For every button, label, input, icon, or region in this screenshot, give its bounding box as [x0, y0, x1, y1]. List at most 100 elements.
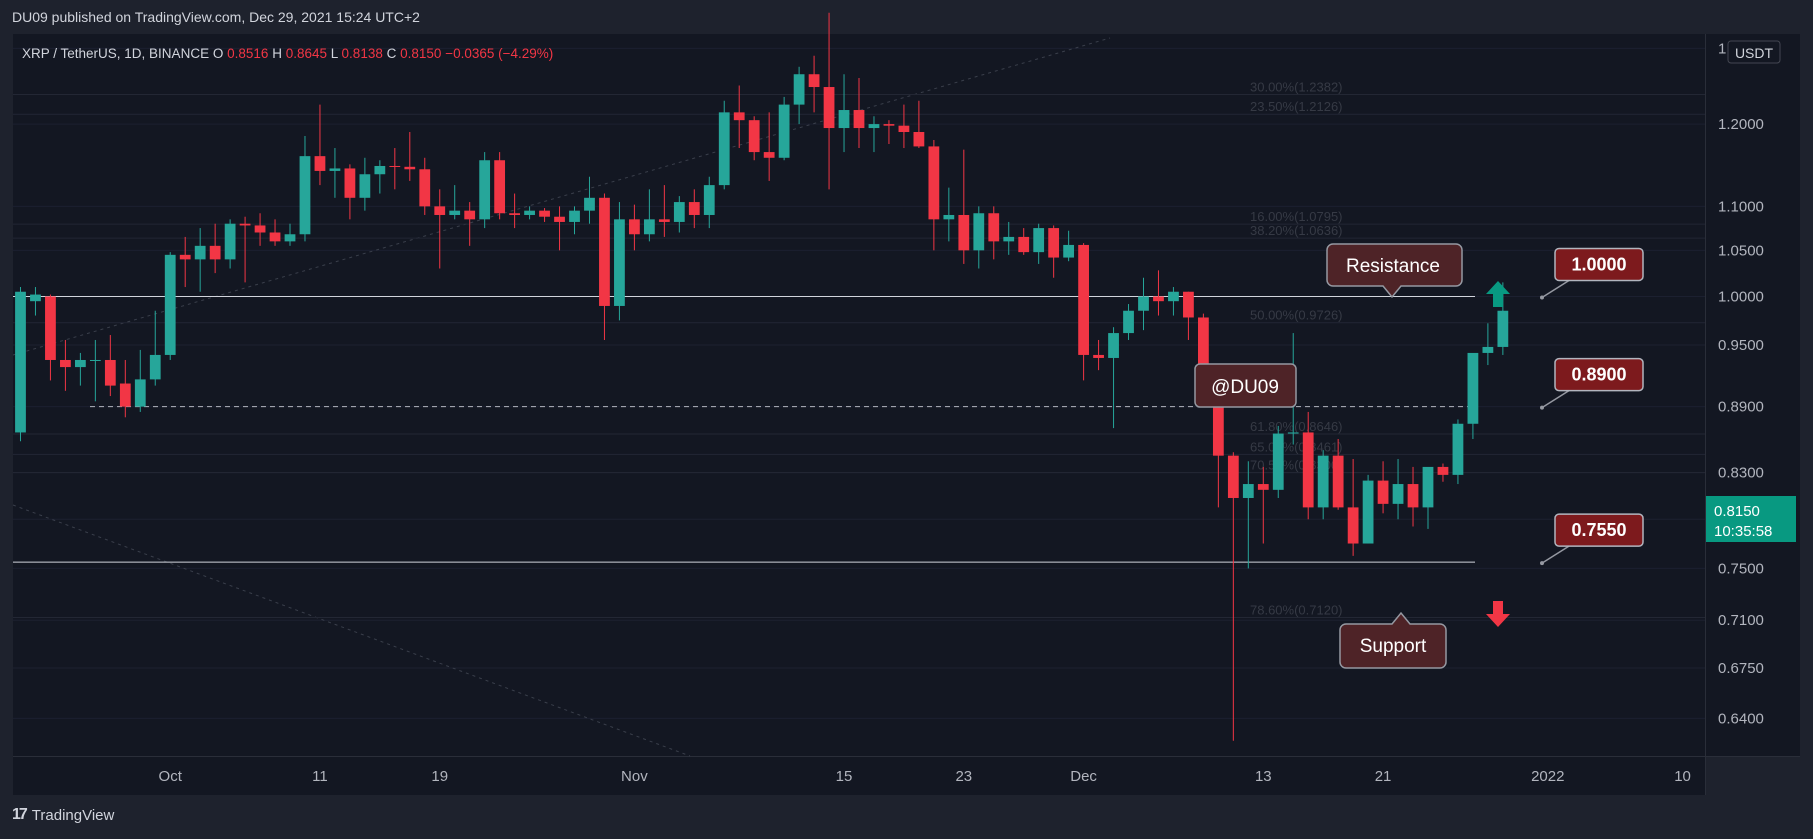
candle — [1452, 419, 1464, 485]
candle — [584, 176, 595, 224]
fib-level-label: 78.60%(0.7120) — [1250, 603, 1343, 618]
candle-body — [389, 165, 401, 167]
candle — [374, 160, 386, 194]
candle-body — [45, 296, 56, 360]
candle — [1332, 439, 1344, 510]
candle-body — [868, 124, 880, 129]
candle-body — [838, 110, 850, 129]
candle — [344, 164, 356, 220]
candle-body — [629, 219, 640, 235]
watermark-text: @DU09 — [1211, 377, 1279, 398]
candle — [1033, 223, 1045, 264]
watermark-box — [1194, 363, 1297, 408]
candle — [524, 206, 535, 220]
candle-body — [1197, 317, 1209, 376]
candle-body — [748, 120, 760, 153]
candle-body — [853, 110, 865, 129]
candle-body — [1078, 244, 1089, 355]
open-prefix: O — [213, 46, 224, 61]
currency-badge[interactable]: USDT — [1727, 40, 1781, 64]
candle — [1302, 411, 1314, 520]
callout-anchor — [1540, 405, 1544, 410]
price-tick-label: 0.7100 — [1718, 612, 1764, 629]
candle — [1467, 352, 1479, 440]
time-axis-ticks: Oct 11 19 Nov 15 23 Dec 13 21 2022 10 — [159, 768, 1691, 785]
candle-body — [1033, 228, 1045, 253]
fib-level-label: 50.00%(0.9726) — [1250, 308, 1343, 323]
candle-body — [1272, 433, 1284, 490]
time-axis-panel[interactable] — [13, 757, 1705, 795]
time-tick-label: 21 — [1375, 768, 1392, 785]
candle — [988, 206, 1000, 260]
candle — [479, 152, 491, 229]
candle-body — [1287, 432, 1299, 434]
resistance-annotation[interactable]: Resistance — [1326, 243, 1463, 299]
candle — [1227, 452, 1239, 741]
high-prefix: H — [272, 46, 282, 61]
candle-body — [1482, 346, 1494, 353]
candle — [1482, 323, 1494, 366]
tradingview-branding[interactable]: 17 TradingView — [12, 806, 114, 824]
candle — [1123, 304, 1134, 340]
candle — [733, 85, 745, 149]
candle-body — [614, 219, 625, 306]
countdown: 10:35:58 — [1714, 523, 1772, 540]
candle — [194, 228, 206, 292]
candle-body — [239, 223, 251, 226]
candle — [793, 66, 805, 125]
last-price: 0.8150 — [1714, 503, 1760, 520]
candle-body — [1437, 466, 1449, 475]
candle-body — [913, 132, 925, 147]
candle-body — [314, 156, 326, 171]
candle — [898, 104, 910, 149]
candle — [239, 216, 251, 283]
price-tick-label: 0.7500 — [1718, 560, 1764, 577]
candle-body — [1467, 352, 1479, 424]
candle — [224, 219, 236, 269]
candle-body — [928, 146, 940, 220]
candle — [509, 193, 521, 229]
candle — [1183, 291, 1194, 340]
level-callout-box[interactable] — [1554, 513, 1644, 547]
price-tick-label: 0.9500 — [1718, 337, 1764, 354]
candle-body — [1153, 296, 1164, 302]
time-tick-label: 23 — [955, 768, 972, 785]
candle-body — [419, 169, 431, 207]
candlesticks — [15, 12, 1509, 741]
price-axis-panel[interactable] — [1706, 34, 1800, 756]
ohlc-legend[interactable]: XRP / TetherUS, 1D, BINANCE O 0.8516 H 0… — [22, 46, 553, 61]
high-value: 0.8645 — [286, 46, 327, 61]
symbol-label: XRP / TetherUS, 1D, BINANCE — [22, 46, 209, 61]
candle — [15, 287, 26, 442]
candle — [134, 349, 146, 412]
candle — [778, 96, 790, 161]
candle-body — [1003, 236, 1015, 242]
price-tick-label: 1.0500 — [1718, 242, 1764, 259]
candle — [868, 116, 880, 153]
watermark: @DU09 — [1194, 363, 1297, 408]
price-tick-label: 0.6750 — [1718, 660, 1764, 677]
level-callout-box[interactable] — [1554, 247, 1644, 282]
candle — [119, 359, 131, 418]
level-callout-label: 0.8900 — [1571, 365, 1626, 385]
candle — [1347, 459, 1359, 556]
candle — [808, 55, 820, 113]
candle — [718, 100, 730, 190]
candle — [179, 236, 191, 288]
candle-body — [299, 156, 311, 235]
candle — [1422, 466, 1434, 529]
fib-level-label: 65.00%(0.8461) — [1250, 439, 1343, 454]
support-annotation[interactable]: Support — [1339, 611, 1447, 669]
candle-body — [209, 245, 221, 260]
candle — [1138, 277, 1149, 331]
candle-body — [1093, 354, 1104, 358]
candle — [419, 157, 431, 215]
candle-body — [1018, 236, 1030, 253]
candle-body — [449, 210, 461, 215]
candle — [838, 74, 850, 153]
level-callout-box[interactable] — [1554, 357, 1644, 392]
candle — [299, 135, 311, 242]
candle — [1168, 287, 1179, 316]
candle-body — [509, 213, 521, 215]
